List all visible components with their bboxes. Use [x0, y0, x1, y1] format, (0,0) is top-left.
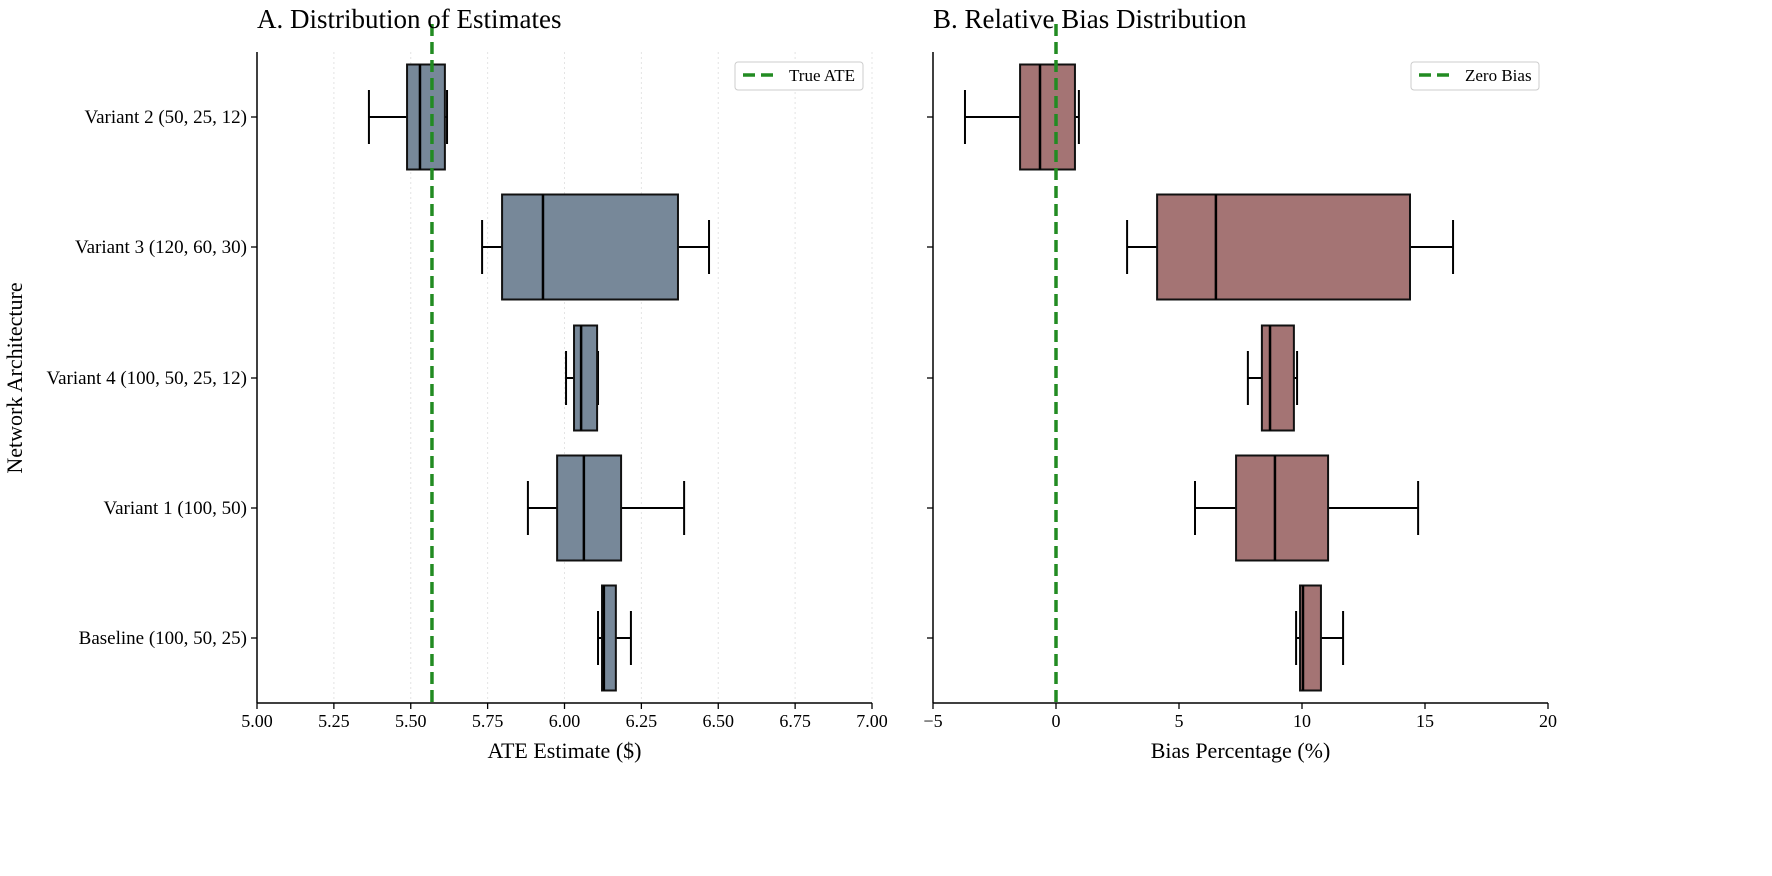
x-tick-label: 10 [1293, 711, 1311, 731]
box-0 [963, 63, 1080, 171]
legend-box [734, 61, 864, 91]
x-tick-label: 5.50 [395, 711, 427, 731]
box-2 [1246, 324, 1299, 432]
box-iqr [406, 63, 446, 171]
box-iqr [1235, 454, 1330, 562]
x-tick-label: 6.50 [703, 711, 735, 731]
panel-a: 5.00 5.25 5.50 5.75 6.00 6.25 6.50 6.75 7.00 Vari… [2, 4, 888, 763]
x-tick-label: 5.75 [472, 711, 504, 731]
y-tick-label: Variant 1 (100, 50) [103, 498, 247, 519]
box-0 [367, 63, 449, 171]
y-tick-label: Variant 3 (120, 60, 30) [75, 237, 247, 258]
x-tick-label: 0 [1052, 711, 1061, 731]
box-iqr [1299, 584, 1322, 692]
x-tick-label: 6.00 [549, 711, 581, 731]
box-3 [1193, 454, 1420, 562]
chart-title: A. Distribution of Estimates [257, 4, 561, 34]
x-tick-label: 5.00 [241, 711, 273, 731]
box-4 [597, 584, 632, 692]
legend: True ATE [734, 61, 864, 91]
box-1 [481, 193, 711, 301]
box-2 [565, 324, 600, 432]
y-axis-label: Network Architecture [2, 282, 27, 473]
box-1 [1126, 193, 1455, 301]
x-tick-label: 5.25 [318, 711, 350, 731]
box-iqr [1156, 193, 1411, 301]
y-tick-label: Variant 4 (100, 50, 25, 12) [46, 368, 247, 389]
box-iqr [1019, 63, 1076, 171]
x-tick-label: 6.75 [779, 711, 811, 731]
box-iqr [601, 584, 617, 692]
panel-b: −5 0 5 10 15 20 B. Relative Bias Distribution B… [923, 4, 1557, 763]
chart-title: B. Relative Bias Distribution [933, 4, 1247, 34]
box-iqr [573, 324, 599, 432]
x-tick-label: 15 [1416, 711, 1434, 731]
y-tick-label: Variant 2 (50, 25, 12) [84, 107, 247, 128]
legend-label: Zero Bias [1465, 66, 1532, 85]
x-tick-label: 20 [1539, 711, 1557, 731]
legend: Zero Bias [1410, 61, 1540, 91]
x-tick-label: 5 [1175, 711, 1184, 731]
box-iqr [1260, 324, 1295, 432]
x-axis-label: Bias Percentage (%) [1151, 738, 1331, 763]
x-tick-label: 7.00 [856, 711, 888, 731]
box-iqr [556, 454, 623, 562]
box-4 [1295, 584, 1345, 692]
box-3 [526, 454, 686, 562]
x-tick-label: −5 [923, 711, 942, 731]
legend-label: True ATE [789, 66, 855, 85]
box-iqr [501, 193, 679, 301]
x-tick-label: 6.25 [626, 711, 658, 731]
y-tick-label: Baseline (100, 50, 25) [79, 628, 247, 649]
legend-box [1410, 61, 1540, 91]
x-axis-label: ATE Estimate ($) [488, 738, 642, 763]
